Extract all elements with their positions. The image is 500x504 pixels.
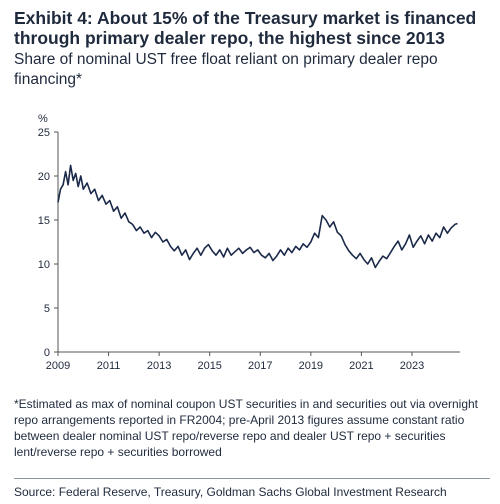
x-tick-label: 2021 <box>349 360 373 372</box>
x-tick-label: 2009 <box>46 360 70 372</box>
y-tick-label: 25 <box>38 127 50 139</box>
y-tick-label: 15 <box>38 215 50 227</box>
x-tick-label: 2013 <box>147 360 171 372</box>
x-tick-label: 2017 <box>248 360 272 372</box>
x-tick-label: 2015 <box>197 360 221 372</box>
divider <box>14 478 490 479</box>
y-axis-ticks: 0 5 10 15 20 25 <box>38 127 58 359</box>
y-axis-unit-label: % <box>38 113 48 125</box>
series-line <box>57 164 458 269</box>
y-tick-label: 0 <box>44 347 50 359</box>
x-tick-label: 2023 <box>400 360 424 372</box>
y-tick-label: 5 <box>44 303 50 315</box>
y-tick-label: 10 <box>38 259 50 271</box>
footnote: *Estimated as max of nominal coupon UST … <box>14 397 479 459</box>
exhibit-title: Exhibit 4: About 15% of the Treasury mar… <box>14 8 477 48</box>
y-tick-label: 20 <box>38 171 50 183</box>
x-tick-label: 2019 <box>299 360 323 372</box>
x-tick-label: 2011 <box>97 360 121 372</box>
x-axis-ticks: 2009 2011 2013 2015 2017 2019 2021 2023 <box>46 352 424 372</box>
exhibit-subtitle: Share of nominal UST free float reliant … <box>14 51 438 88</box>
line-chart: % 0 5 10 15 20 25 2009 2011 2013 2015 2017 2019 202… <box>38 113 460 372</box>
source-note: Source: Federal Reserve, Treasury, Goldm… <box>14 485 447 499</box>
